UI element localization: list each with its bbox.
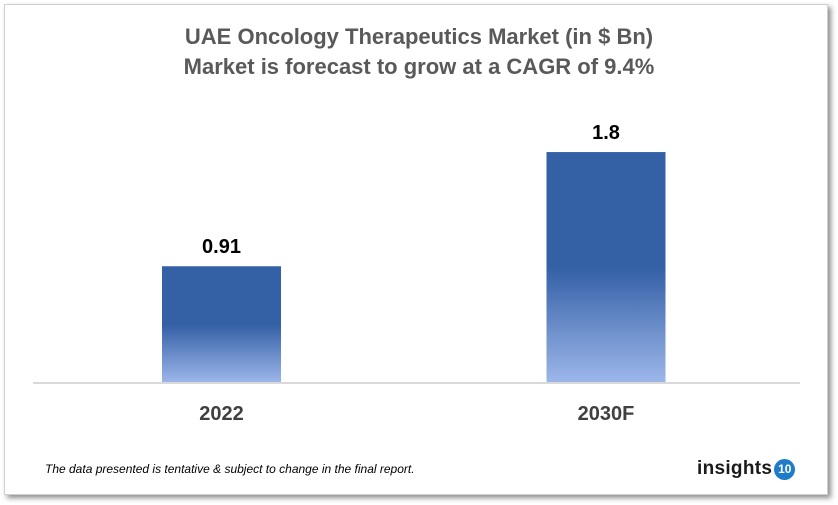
chart-title: UAE Oncology Therapeutics Market (in $ B…	[184, 24, 654, 49]
chart-frame	[4, 4, 828, 495]
bar-2030F	[546, 152, 666, 383]
bar-2022	[162, 266, 281, 383]
chart-subtitle: Market is forecast to grow at a CAGR of …	[183, 54, 655, 79]
logo-badge: 10	[774, 458, 796, 480]
category-label: 2022	[199, 403, 244, 425]
value-label: 0.91	[202, 236, 241, 258]
footnote: The data presented is tentative & subjec…	[45, 462, 415, 476]
insights10-logo: insights 10	[697, 458, 796, 480]
category-label: 2030F	[578, 403, 635, 425]
logo-word: insights	[697, 458, 773, 479]
value-label: 1.8	[592, 122, 620, 144]
